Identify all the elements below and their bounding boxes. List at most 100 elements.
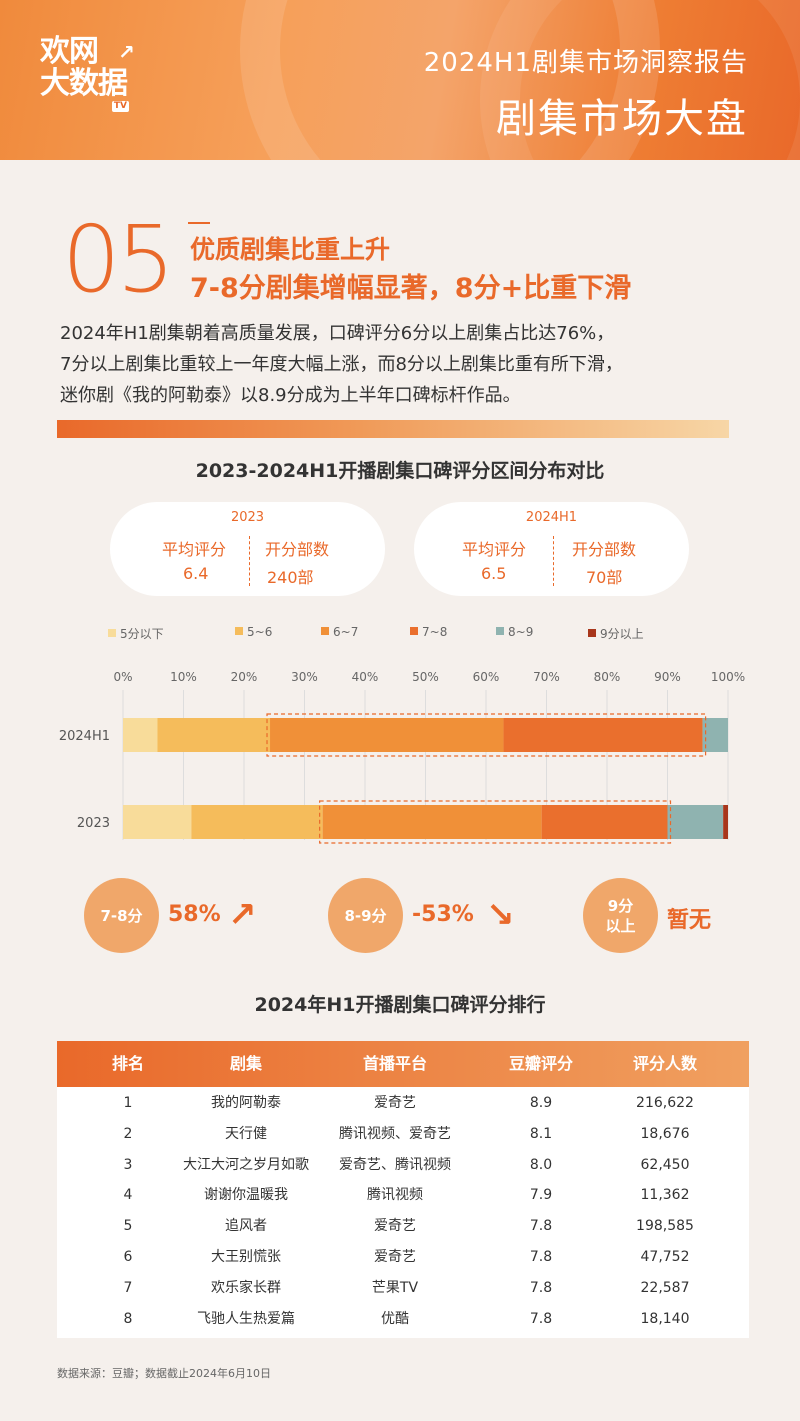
legend-label: 5~6 (247, 625, 273, 639)
logo-line2: 大数据 (40, 66, 128, 101)
legend-swatch (321, 627, 329, 635)
avg-score-label: 平均评分 (462, 540, 527, 559)
cell-platform: 爱奇艺 (374, 1249, 416, 1265)
bar-segment (191, 805, 323, 839)
table-row: 3 大江大河之岁月如歌 爱奇艺、腾讯视频 8.0 62,450 (57, 1150, 749, 1181)
cell-platform: 爱奇艺、腾讯视频 (339, 1156, 451, 1173)
count-label: 开分部数 (265, 540, 330, 559)
bar-segment (541, 805, 668, 839)
legend-swatch (410, 627, 418, 635)
legend-label: 7~8 (422, 625, 448, 639)
chart-legend: 5分以下 5~6 6~7 7~8 8~9 9分以上 (108, 625, 708, 643)
stacked-bar-chart: 0% 10% 20% 30% 40% 50% 60% 70% 80% 90% 100% 2024H1 2… (59, 670, 745, 844)
cell-count: 198,585 (636, 1218, 694, 1235)
x-tick-label: 40% (352, 670, 379, 684)
avg-score-value: 6.4 (183, 564, 209, 583)
table-row: 2 天行健 腾讯视频、爱奇艺 8.1 18,676 (57, 1119, 749, 1150)
chart-title: 2023-2024H1开播剧集口碑评分区间分布对比 (195, 460, 605, 482)
legend-item: 5~6 (235, 625, 272, 639)
bar-segment (503, 718, 703, 752)
header-banner: 欢网 大数据 ↗ TV 2024H1剧集市场洞察报告 剧集市场大盘 (0, 0, 800, 160)
cell-rank: 2 (123, 1125, 133, 1142)
cell-title: 谢谢你温暖我 (204, 1187, 288, 1204)
cell-score: 7.9 (529, 1187, 553, 1204)
callout-label: 9分 以上 (605, 896, 636, 935)
legend-item: 7~8 (410, 625, 447, 639)
callout-7-8-value: 58% (168, 902, 221, 927)
bar-segment (667, 805, 724, 839)
cell-score: 8.1 (529, 1125, 553, 1142)
cell-count: 18,140 (640, 1310, 690, 1327)
summary-year: 2024H1 (525, 510, 578, 525)
ranking-title: 2024年H1开播剧集口碑评分排行 (254, 994, 546, 1016)
cell-platform: 爱奇艺 (374, 1095, 416, 1111)
logo-tv-badge: TV (111, 101, 129, 112)
legend-swatch (496, 627, 504, 635)
data-source-note: 数据来源：豆瓣；数据截止2024年6月10日 (57, 1367, 271, 1380)
legend-item: 6~7 (321, 625, 358, 639)
count-label: 开分部数 (572, 540, 637, 559)
legend-item: 5分以下 (108, 625, 164, 642)
legend-item: 8~9 (496, 625, 533, 639)
x-tick-label: 70% (533, 670, 560, 684)
x-tick-label: 10% (170, 670, 197, 684)
logo-line1: 欢网 (40, 34, 99, 69)
intro-line: 迷你剧《我的阿勒泰》以8.9分成为上半年口碑标杆作品。 (60, 385, 521, 406)
section-dash (188, 222, 210, 224)
cell-title: 大江大河之岁月如歌 (183, 1156, 309, 1173)
avg-score-label: 平均评分 (162, 540, 227, 559)
legend-swatch (108, 629, 116, 637)
highlight-box (266, 713, 707, 757)
cell-title: 欢乐家长群 (211, 1279, 281, 1296)
cell-score: 8.9 (529, 1095, 553, 1111)
x-tick-label: 90% (654, 670, 681, 684)
cell-count: 22,587 (640, 1279, 690, 1296)
callout-8-9-badge: 8-9分 (328, 878, 403, 953)
cell-score: 7.8 (529, 1279, 553, 1296)
table-row: 1 我的阿勒泰 爱奇艺 8.9 216,622 (57, 1088, 749, 1119)
table-header: 排名 剧集 首播平台 豆瓣评分 评分人数 (57, 1041, 749, 1087)
section-intro: 2024年H1剧集朝着高质量发展，口碑评分6分以上剧集占比达76%， 7分以上剧… (60, 318, 760, 411)
callout-7-8-badge: 7-8分 (84, 878, 159, 953)
x-tick-label: 30% (291, 670, 318, 684)
legend-label: 8~9 (508, 625, 534, 639)
header-douban-score: 豆瓣评分 (508, 1054, 573, 1073)
cell-title: 天行健 (225, 1125, 267, 1142)
avg-score-value: 6.5 (481, 564, 507, 583)
section-heading-1: 优质剧集比重上升 (190, 235, 391, 264)
header-platform: 首播平台 (362, 1054, 427, 1073)
cell-platform: 爱奇艺 (374, 1218, 416, 1235)
callout-label: 8-9分 (344, 906, 387, 925)
summary-pill-2024h1: 2024H1 平均评分 开分部数 6.5 70部 (414, 502, 689, 596)
section-number: 05 (62, 206, 175, 313)
table-row: 5 追风者 爱奇艺 7.8 198,585 (57, 1211, 749, 1242)
legend-item: 9分以上 (588, 625, 644, 642)
highlight-box (319, 800, 672, 844)
gradient-divider (57, 420, 729, 438)
table-row: 6 大王别慌张 爱奇艺 7.8 47,752 (57, 1242, 749, 1273)
cell-count: 47,752 (640, 1249, 690, 1265)
cell-title: 我的阿勒泰 (211, 1095, 281, 1111)
callout-label: 7-8分 (100, 906, 143, 925)
cell-count: 11,362 (640, 1187, 690, 1204)
x-tick-label: 100% (711, 670, 745, 684)
count-value: 70部 (586, 568, 623, 587)
cell-count: 216,622 (636, 1095, 694, 1111)
cell-rank: 1 (123, 1095, 133, 1111)
cell-score: 7.8 (529, 1218, 553, 1235)
bar-segment (123, 805, 192, 839)
cell-score: 7.8 (529, 1249, 553, 1265)
section-heading-2: 7-8分剧集增幅显著，8分+比重下滑 (190, 273, 632, 304)
cell-score: 7.8 (529, 1310, 553, 1327)
x-tick-label: 50% (412, 670, 439, 684)
bar-segment (123, 718, 158, 752)
cell-title: 追风者 (225, 1218, 267, 1235)
cell-platform: 腾讯视频、爱奇艺 (339, 1125, 451, 1142)
bar-segment (157, 718, 271, 752)
cell-title: 飞驰人生热爱篇 (197, 1310, 295, 1327)
logo-mark-icon: ↗ (118, 40, 135, 64)
cell-rank: 4 (123, 1187, 133, 1204)
arrow-up-icon: ↗ (228, 895, 257, 935)
callout-8-9-value: -53% (412, 902, 474, 927)
callout-9plus-value: 暂无 (667, 908, 712, 933)
